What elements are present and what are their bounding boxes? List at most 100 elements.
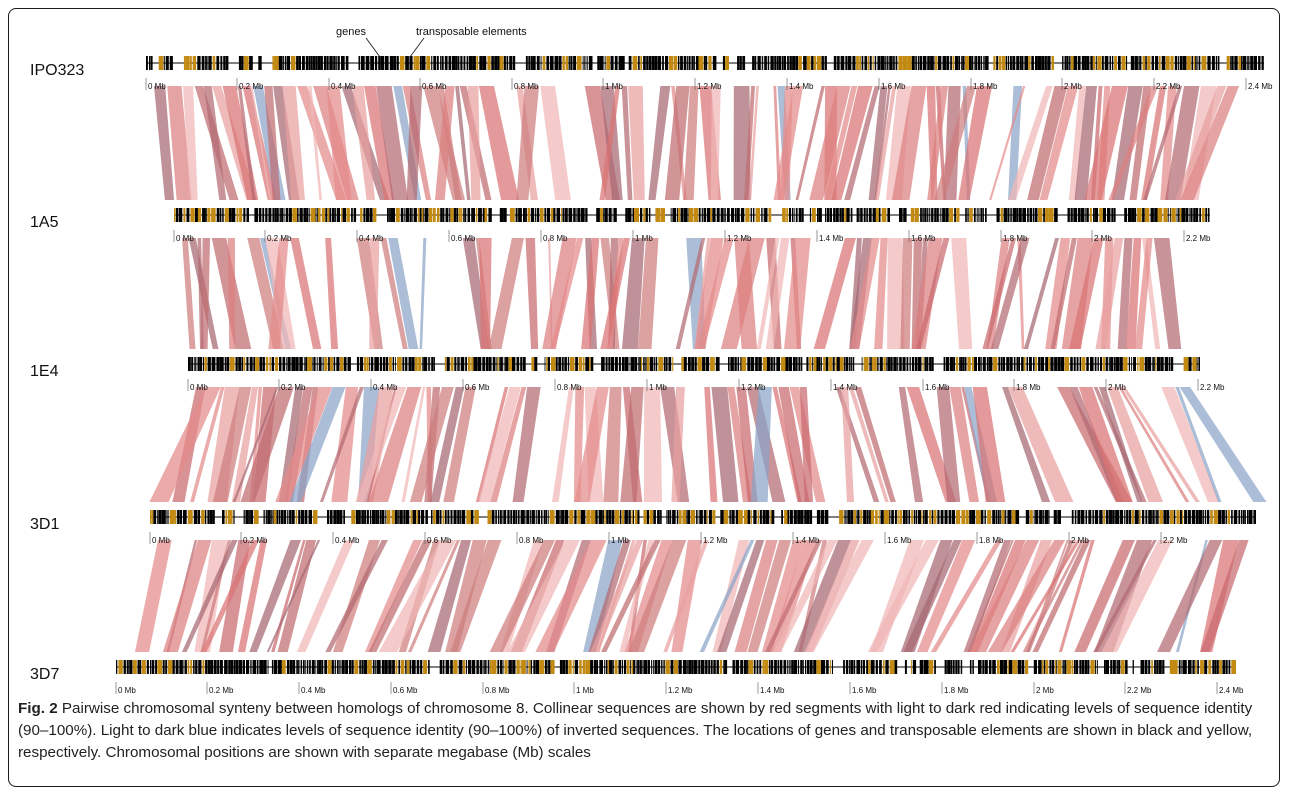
gene-feature [479,660,483,674]
gene-feature [789,660,791,674]
gene-feature [259,660,263,674]
gene-feature [348,660,351,674]
gene-feature [596,208,600,222]
synteny-ribbon [874,86,891,200]
te-feature [952,56,955,70]
gene-feature [411,208,413,222]
te-feature [839,510,844,524]
gene-feature [510,510,513,524]
te-feature [1000,208,1004,222]
gene-feature [585,208,588,222]
gene-feature [621,660,623,674]
synteny-ribbon [1143,86,1183,200]
te-feature [1066,660,1072,674]
gene-feature [1179,56,1183,70]
gene-feature [915,56,917,70]
gene-feature [394,510,398,524]
gene-feature [372,660,375,674]
gene-feature [894,510,897,524]
gene-feature [962,56,965,70]
gene-feature [827,208,830,222]
gene-feature [761,208,762,222]
gene-feature [195,208,198,222]
gene-feature [762,510,766,524]
gene-feature [929,357,932,371]
te-feature [243,357,246,371]
gene-feature [791,660,794,674]
gene-feature [917,357,922,371]
gene-feature [739,56,742,70]
gene-feature [534,357,538,371]
te-feature [416,56,420,70]
synteny-ribbon [841,387,854,502]
gene-feature [1155,56,1159,70]
synteny-ribbon [601,540,661,652]
gene-feature [782,56,784,70]
te-feature [710,208,713,222]
gene-feature [821,510,825,524]
gene-feature [724,208,726,222]
gene-feature [654,56,657,70]
gene-feature [422,357,424,371]
gene-feature [795,56,798,70]
gene-feature [444,56,448,70]
te-feature [183,56,186,70]
gene-feature [559,510,561,524]
gene-feature [1117,56,1121,70]
gene-feature [1038,660,1042,674]
gene-feature [1115,357,1120,371]
scale-tick-label: 0 Mb [118,686,136,695]
gene-feature [423,208,425,222]
gene-feature [194,357,196,371]
te-feature [1155,357,1157,371]
gene-feature [385,357,389,371]
gene-feature [845,357,849,371]
gene-feature [601,357,605,371]
gene-feature [213,660,217,674]
gene-feature [540,56,542,70]
gene-feature [1225,510,1227,524]
gene-feature [877,56,881,70]
te-feature [828,357,833,371]
te-feature [1159,510,1163,524]
gene-feature [1076,357,1079,371]
gene-feature [1119,357,1123,371]
gene-feature [1079,660,1082,674]
gene-feature [695,56,699,70]
gene-feature [363,208,366,222]
gene-feature [885,660,889,674]
scale-tick-label: 2 Mb [1064,82,1082,91]
te-feature [1057,660,1062,674]
gene-feature [712,660,714,674]
synteny-ribbon [1098,387,1143,502]
gene-feature [983,56,985,70]
te-feature [508,357,513,371]
track-label: IPO323 [30,62,84,79]
gene-feature [821,56,824,70]
synteny-ribbon [664,86,690,200]
te-feature [360,208,363,222]
gene-feature [1233,510,1238,524]
te-feature [829,660,831,674]
gene-feature [1074,510,1077,524]
synteny-ribbon [368,540,433,652]
gene-feature [1018,208,1022,222]
gene-feature [860,208,863,222]
gene-feature [216,357,220,371]
synteny-ribbon [621,86,633,200]
gene-feature [487,660,490,674]
gene-feature [1124,510,1126,524]
synteny-ribbon [671,387,685,502]
gene-feature [590,660,594,674]
te-feature [423,660,428,674]
gene-feature [847,510,851,524]
te-feature [992,357,998,371]
gene-feature [798,208,802,222]
gene-feature [531,510,535,524]
synteny-ribbon [963,540,1012,652]
gene-feature [703,510,707,524]
te-feature [397,357,402,371]
scale-axis: 0 Mb 0.2 Mb 0.4 Mb 0.6 Mb 0.8 Mb 1 Mb 1.2 Mb 1.… [173,230,1211,243]
gene-feature [1215,56,1218,70]
gene-feature [1016,208,1019,222]
